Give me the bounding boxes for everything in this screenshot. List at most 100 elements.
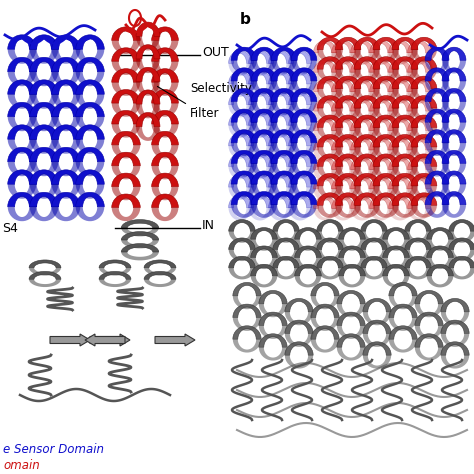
Polygon shape [317,249,343,261]
Polygon shape [231,150,257,164]
Polygon shape [350,60,374,72]
Polygon shape [383,246,410,257]
Polygon shape [152,110,178,124]
Polygon shape [331,189,355,201]
Polygon shape [8,192,36,207]
Polygon shape [152,152,178,166]
Polygon shape [268,84,292,97]
Polygon shape [152,187,178,200]
Polygon shape [411,173,437,186]
Polygon shape [152,27,178,40]
Polygon shape [408,60,430,72]
Polygon shape [392,57,418,69]
Polygon shape [335,166,361,179]
Polygon shape [331,177,355,189]
Polygon shape [361,249,387,261]
Polygon shape [271,164,297,176]
Polygon shape [251,89,277,101]
Polygon shape [311,296,339,309]
Polygon shape [317,89,343,101]
Polygon shape [271,171,297,184]
Polygon shape [389,177,411,189]
Polygon shape [271,60,297,73]
Polygon shape [350,157,374,169]
Polygon shape [313,169,337,182]
Polygon shape [354,147,380,159]
Polygon shape [285,334,313,347]
Polygon shape [354,135,380,147]
Polygon shape [228,92,252,105]
Polygon shape [389,150,411,162]
Polygon shape [411,186,437,198]
Polygon shape [363,334,391,347]
FancyArrow shape [50,334,90,346]
Polygon shape [354,115,380,128]
Polygon shape [370,177,392,189]
Polygon shape [350,169,374,182]
Polygon shape [405,231,431,243]
Polygon shape [389,196,411,208]
Polygon shape [291,122,317,135]
Polygon shape [350,208,374,220]
Polygon shape [350,53,374,65]
Polygon shape [8,102,36,117]
Polygon shape [29,279,61,287]
Polygon shape [251,205,277,218]
Polygon shape [331,99,355,111]
Polygon shape [331,60,355,72]
Polygon shape [331,130,355,143]
Polygon shape [152,124,178,137]
Polygon shape [289,71,311,84]
Polygon shape [411,89,437,101]
Polygon shape [268,174,292,187]
Polygon shape [370,189,392,201]
Polygon shape [335,154,361,166]
Polygon shape [251,122,277,135]
Polygon shape [228,84,252,97]
Polygon shape [228,166,252,179]
Polygon shape [251,68,277,81]
Polygon shape [354,89,380,101]
Polygon shape [30,147,58,162]
Polygon shape [289,166,311,179]
Polygon shape [373,128,399,140]
Polygon shape [317,128,343,140]
FancyArrow shape [155,334,195,346]
Polygon shape [112,48,140,61]
Polygon shape [370,130,392,143]
Polygon shape [291,143,317,156]
Polygon shape [335,135,361,147]
Polygon shape [76,162,104,176]
Polygon shape [289,195,311,208]
Polygon shape [389,157,411,169]
Polygon shape [427,239,453,251]
Polygon shape [271,191,297,205]
Polygon shape [339,228,365,239]
Polygon shape [317,238,343,249]
Polygon shape [313,111,337,123]
Polygon shape [373,205,399,218]
Polygon shape [112,69,140,82]
Polygon shape [373,154,399,166]
Text: e Sensor Domain: e Sensor Domain [3,443,104,456]
Polygon shape [268,51,292,64]
Polygon shape [317,50,343,62]
Polygon shape [335,89,361,101]
Polygon shape [295,264,321,276]
Polygon shape [268,187,292,200]
Polygon shape [415,312,443,326]
Text: Selectivity: Selectivity [190,82,252,95]
Polygon shape [268,105,292,118]
Polygon shape [373,89,399,101]
Polygon shape [373,69,399,82]
Polygon shape [228,187,252,200]
Polygon shape [411,154,437,166]
Polygon shape [231,89,257,101]
Polygon shape [233,318,261,331]
Polygon shape [76,117,104,131]
Polygon shape [112,208,140,221]
Polygon shape [441,355,469,369]
Polygon shape [271,47,297,60]
Polygon shape [313,80,337,91]
Polygon shape [392,89,418,101]
